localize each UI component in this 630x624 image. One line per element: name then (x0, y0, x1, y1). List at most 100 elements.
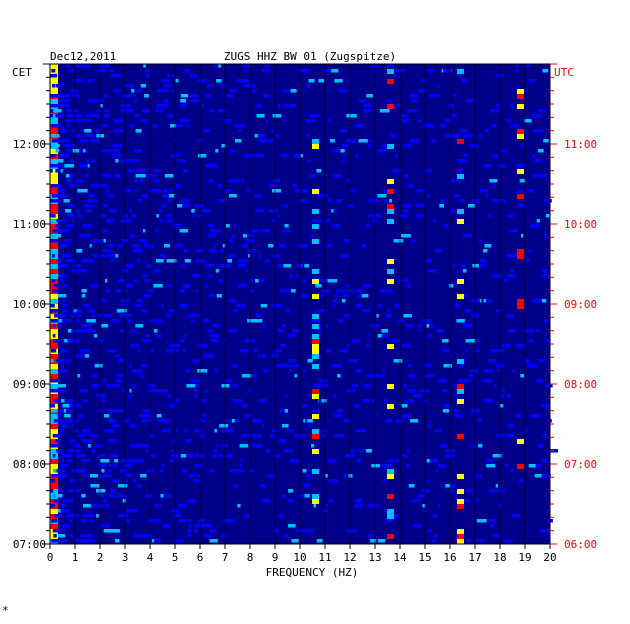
heat-cell (180, 339, 185, 343)
heat-cell (56, 139, 63, 143)
x-tick-label: 9 (272, 551, 279, 564)
heat-cell (257, 354, 261, 358)
heat-cell (312, 189, 319, 194)
heat-cell (499, 394, 505, 398)
heat-cell (95, 129, 101, 133)
heat-cell (273, 529, 279, 533)
heat-cell (280, 289, 290, 293)
heat-cell (174, 184, 181, 188)
heat-cell (128, 394, 133, 398)
heat-cell (238, 259, 247, 263)
heat-cell (516, 164, 527, 168)
heat-cell (103, 529, 113, 533)
heat-cell (333, 394, 337, 398)
heat-cell (88, 194, 95, 198)
heat-cell (346, 139, 356, 143)
heat-cell (480, 264, 486, 268)
heat-cell (197, 519, 205, 523)
heat-cell (50, 484, 58, 489)
heat-cell (190, 379, 198, 383)
heat-cell (450, 489, 455, 493)
heat-cell (254, 194, 262, 198)
heat-cell (228, 299, 237, 303)
heat-cell (368, 139, 372, 143)
heat-cell (120, 329, 124, 333)
heat-cell (280, 364, 291, 368)
heat-cell (67, 124, 70, 128)
heat-cell (195, 249, 203, 253)
heat-cell (468, 204, 475, 208)
heat-cell (145, 174, 152, 178)
heat-cell (166, 259, 177, 263)
heat-cell (495, 484, 498, 488)
heat-cell (348, 389, 356, 393)
heat-cell (247, 319, 255, 323)
heat-cell (184, 259, 191, 263)
heat-cell (452, 384, 457, 388)
heat-cell (50, 134, 57, 138)
heat-cell (252, 419, 262, 423)
heat-cell (82, 304, 90, 308)
heat-cell (284, 224, 289, 228)
heat-cell (401, 414, 411, 418)
heat-cell (180, 159, 186, 163)
heat-cell (106, 409, 115, 413)
heat-cell (117, 279, 126, 283)
heat-cell (522, 89, 527, 93)
heat-cell (194, 464, 203, 468)
heat-cell (156, 214, 159, 218)
heat-cell (351, 384, 359, 388)
x-tick-label: 5 (172, 551, 179, 564)
heat-cell (387, 494, 394, 499)
heat-cell (540, 174, 547, 178)
heat-cell (65, 154, 70, 158)
heat-cell (96, 489, 106, 493)
heat-cell (205, 94, 211, 98)
left-tick-label: 09:00 (13, 378, 46, 391)
heat-cell (307, 159, 311, 163)
heat-cell (385, 314, 392, 318)
heat-cell (97, 69, 107, 73)
heat-cell (356, 369, 363, 373)
heat-cell (61, 299, 65, 303)
heat-cell (427, 69, 433, 73)
heat-cell (506, 119, 512, 123)
heat-cell (109, 454, 115, 458)
heat-cell (56, 449, 62, 453)
heat-cell (154, 329, 158, 333)
heat-cell (50, 199, 60, 203)
heat-cell (115, 539, 120, 543)
heat-cell (477, 419, 482, 423)
heat-cell (460, 129, 468, 133)
heat-cell (240, 459, 243, 463)
heat-cell (56, 469, 66, 473)
heat-cell (362, 399, 370, 403)
heat-cell (443, 224, 449, 228)
heat-cell (53, 124, 62, 128)
heat-cell (50, 304, 55, 308)
heat-cell (219, 424, 229, 428)
heat-cell (511, 514, 521, 518)
heat-cell (81, 389, 88, 393)
heat-cell (101, 299, 107, 303)
heat-cell (426, 324, 430, 328)
heat-cell (209, 469, 214, 473)
heat-cell (472, 264, 479, 268)
heat-cell (260, 139, 269, 143)
heat-cell (102, 499, 107, 503)
heat-cell (303, 494, 310, 498)
heat-cell (427, 334, 431, 338)
heat-cell (118, 359, 123, 363)
heat-cell (178, 519, 187, 523)
heat-cell (145, 74, 150, 78)
heat-cell (475, 499, 479, 503)
heat-cell (60, 539, 68, 543)
heat-cell (419, 329, 423, 333)
heat-cell (542, 69, 549, 73)
heat-cell (61, 469, 65, 473)
left-tick-label: 11:00 (13, 218, 46, 231)
heat-cell (107, 254, 111, 258)
heat-cell (491, 274, 502, 278)
heat-cell (171, 454, 181, 458)
heat-cell (87, 439, 92, 443)
